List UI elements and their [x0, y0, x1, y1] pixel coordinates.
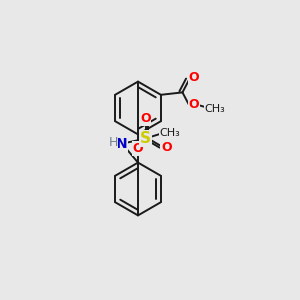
Text: O: O — [140, 112, 151, 125]
Text: S: S — [140, 131, 151, 146]
Text: O: O — [161, 141, 172, 154]
Text: H: H — [108, 136, 118, 149]
Text: O: O — [133, 142, 143, 155]
Text: N: N — [116, 137, 127, 151]
Text: O: O — [189, 98, 199, 112]
Text: O: O — [189, 71, 199, 84]
Text: CH₃: CH₃ — [204, 103, 225, 114]
Text: CH₃: CH₃ — [160, 128, 181, 138]
